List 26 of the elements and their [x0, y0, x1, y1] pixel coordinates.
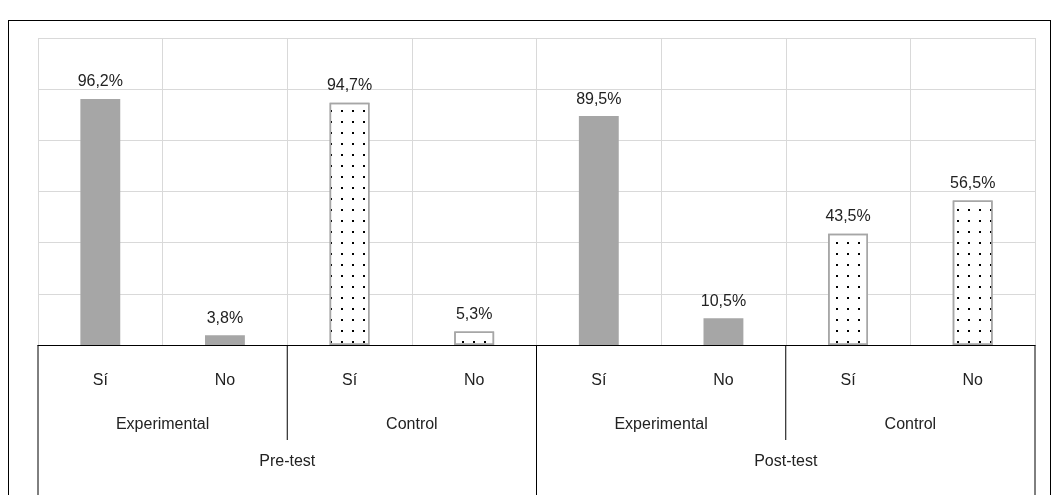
data-label: 43,5% — [825, 207, 871, 225]
data-label: 10,5% — [700, 291, 747, 309]
text: Control — [386, 414, 438, 432]
text: Experimental — [115, 414, 210, 432]
x-tick-label: Sí — [591, 370, 607, 388]
bar — [578, 116, 619, 345]
bar — [80, 98, 121, 345]
x-tick-label: No — [214, 370, 236, 388]
x-tick-label: Sí — [92, 370, 109, 388]
bar — [205, 335, 245, 345]
x-tick-label: No — [713, 370, 734, 388]
bar — [703, 318, 744, 345]
text: Control — [884, 414, 937, 432]
text: Post-test — [754, 451, 818, 469]
data-label: 94,7% — [326, 76, 373, 94]
data-label: 89,5% — [576, 89, 622, 107]
x-tick-label: Sí — [840, 370, 857, 388]
x-tick-label: No — [962, 370, 984, 388]
data-label: 3,8% — [206, 308, 244, 326]
data-label: 5,3% — [455, 304, 493, 322]
text: Pre-test — [259, 451, 316, 469]
data-label: 96,2% — [77, 72, 123, 90]
x-tick-label: No — [463, 370, 485, 388]
text: Experimental — [614, 414, 708, 432]
data-label: 56,5% — [950, 173, 996, 191]
x-tick-label: Sí — [342, 370, 358, 388]
